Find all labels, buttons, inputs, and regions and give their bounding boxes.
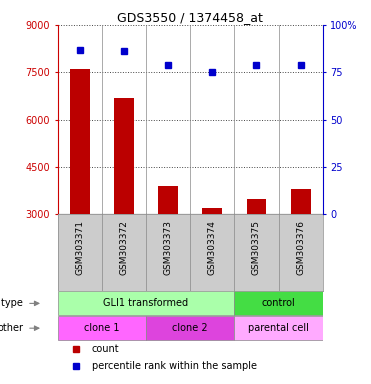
Text: GSM303372: GSM303372 [119, 220, 128, 275]
Bar [58, 291, 234, 315]
Text: GSM303373: GSM303373 [164, 220, 173, 275]
Text: GSM303376: GSM303376 [296, 220, 305, 275]
Text: cell type: cell type [0, 298, 23, 308]
Bar [234, 291, 323, 315]
Text: clone 2: clone 2 [172, 323, 208, 333]
Text: GLI1 transformed: GLI1 transformed [104, 298, 188, 308]
Text: other: other [0, 323, 23, 333]
Text: GSM303371: GSM303371 [75, 220, 84, 275]
Bar [234, 316, 323, 340]
Text: percentile rank within the sample: percentile rank within the sample [92, 361, 257, 371]
Bar [291, 189, 311, 214]
Text: clone 1: clone 1 [84, 323, 119, 333]
Text: parental cell: parental cell [248, 323, 309, 333]
Bar [202, 208, 222, 214]
Text: GSM303375: GSM303375 [252, 220, 261, 275]
Bar [146, 316, 234, 340]
Text: GSM303374: GSM303374 [208, 220, 217, 275]
Bar [158, 186, 178, 214]
Bar [114, 98, 134, 214]
Bar [246, 199, 266, 214]
Bar [58, 316, 146, 340]
Text: control: control [262, 298, 295, 308]
Text: count: count [92, 344, 119, 354]
Bar [70, 69, 89, 214]
Title: GDS3550 / 1374458_at: GDS3550 / 1374458_at [117, 11, 263, 24]
